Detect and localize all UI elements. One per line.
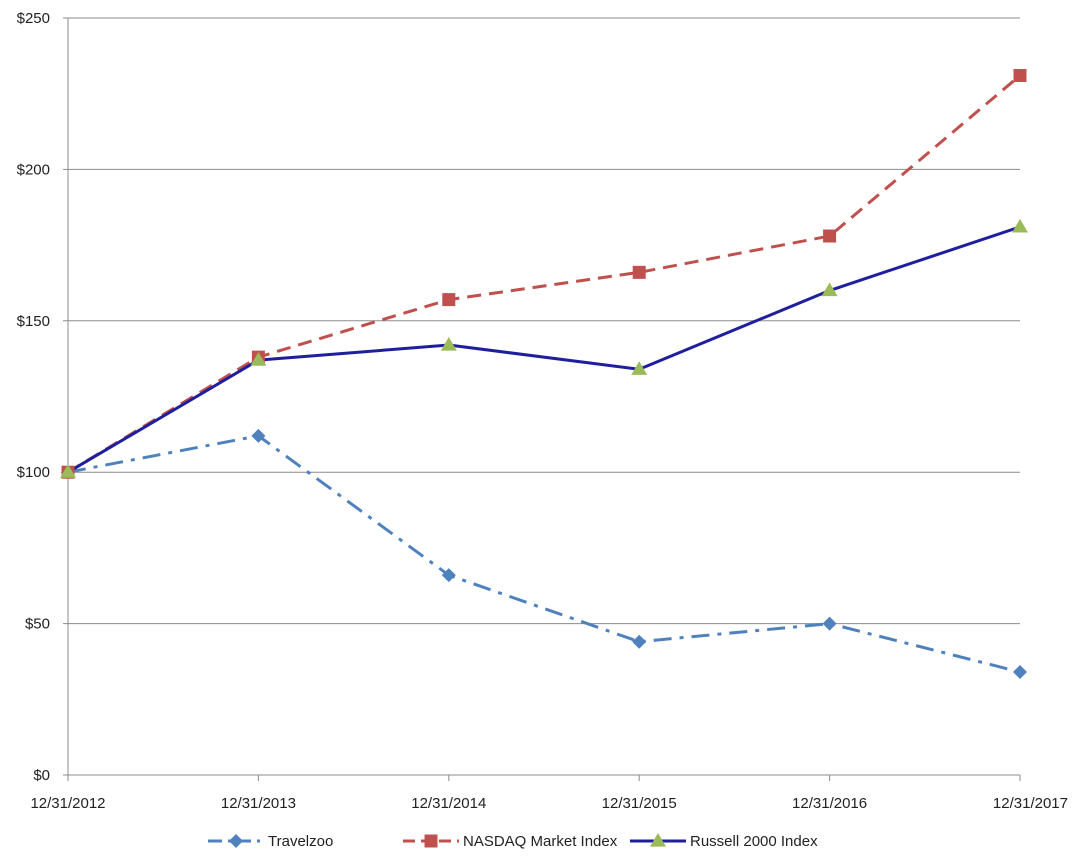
- data-point: [441, 568, 456, 583]
- data-point: [631, 361, 648, 375]
- x-tick-label: 12/31/2012: [30, 795, 105, 812]
- data-point: [822, 616, 837, 631]
- data-point: [1013, 69, 1027, 83]
- data-point: [821, 282, 838, 297]
- data-point: [60, 464, 76, 478]
- data-point: [1013, 665, 1027, 680]
- gridlines: [68, 17, 1020, 625]
- data-point: [1012, 218, 1028, 233]
- series-line-0: [67, 434, 1021, 674]
- data-point: [251, 428, 266, 443]
- legend-marker: [424, 834, 438, 848]
- series-line-1: [67, 74, 1021, 474]
- x-tick-label: 12/31/2017: [993, 795, 1068, 812]
- legend-marker: [229, 834, 243, 848]
- data-point: [250, 352, 267, 366]
- x-axis-ticks: 12/31/2012 12/31/2013 12/31/2014 12/31/2015…: [30, 775, 1068, 812]
- series-group: [60, 69, 1028, 680]
- x-tick-label: 12/31/2016: [792, 795, 867, 812]
- legend-label: Russell 2000 Index: [690, 833, 818, 850]
- x-tick-label: 12/31/2014: [411, 795, 486, 812]
- data-point: [440, 337, 457, 351]
- data-point: [632, 634, 647, 649]
- y-tick-label: $100: [17, 464, 50, 481]
- y-tick-label: $150: [17, 313, 50, 330]
- y-tick-label: $0: [33, 767, 50, 784]
- data-point: [823, 229, 837, 243]
- legend-label: Travelzoo: [268, 833, 333, 850]
- data-point: [632, 265, 646, 279]
- legend: Travelzoo NASDAQ Market Index Russell 2000…: [208, 833, 818, 850]
- y-tick-label: $200: [17, 161, 50, 178]
- y-axis-ticks: $0 $50 $100 $150 $200 $250: [17, 10, 68, 784]
- y-tick-label: $250: [17, 10, 50, 27]
- x-tick-label: 12/31/2015: [602, 795, 677, 812]
- data-point: [442, 293, 456, 307]
- series-line-2: [67, 225, 1021, 474]
- y-tick-label: $50: [25, 616, 50, 633]
- axes: [67, 18, 1020, 776]
- x-tick-label: 12/31/2013: [221, 795, 296, 812]
- legend-marker: [650, 833, 666, 847]
- legend-label: NASDAQ Market Index: [463, 833, 618, 850]
